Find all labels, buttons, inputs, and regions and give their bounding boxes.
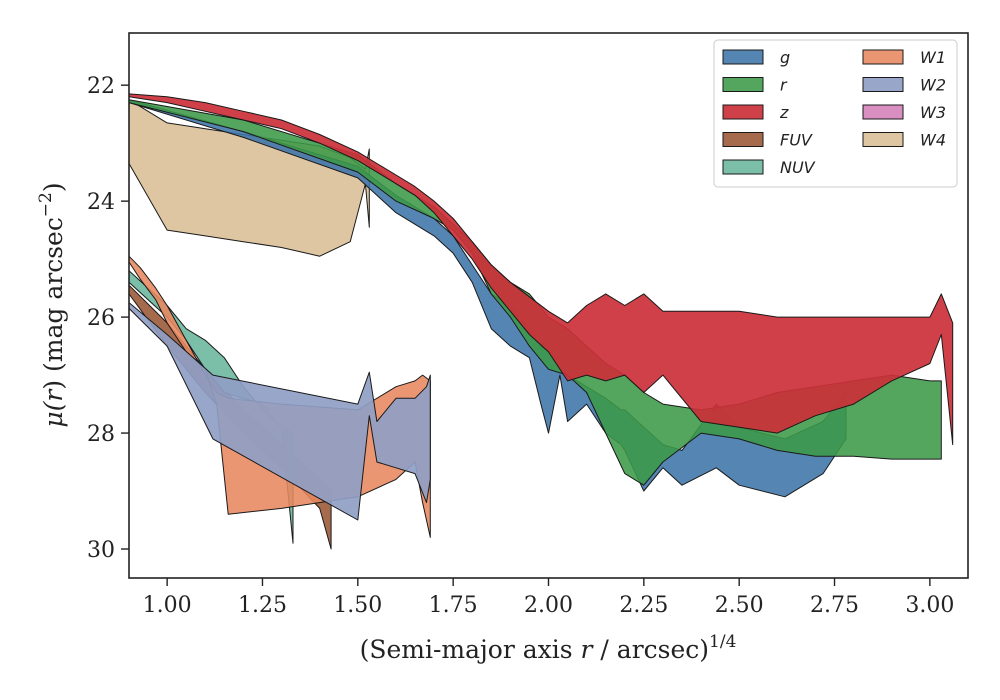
x-tick-label: 1.75 [429, 593, 478, 618]
x-tick-label: 2.25 [619, 593, 668, 618]
legend-label-nuv: NUV [780, 158, 816, 177]
legend-swatch-r [722, 77, 764, 92]
band-w2 [129, 302, 431, 521]
band-z [129, 93, 954, 446]
x-tick-label: 2.75 [810, 593, 859, 618]
legend-label-w3: W3 [920, 103, 946, 122]
legend-box [713, 39, 958, 188]
legend-swatch-g [722, 49, 764, 65]
legend-label-fuv: FUV [780, 131, 813, 150]
x-tick-label: 1.25 [238, 593, 287, 618]
legend-label-w4: W4 [920, 131, 946, 150]
x-tick-label: 3.00 [905, 593, 954, 618]
x-tick-label: 2.00 [524, 593, 573, 618]
y-tick-label: 28 [87, 422, 115, 447]
legend-swatch-w2 [862, 77, 904, 92]
legend-label-w2: W2 [920, 76, 946, 95]
legend-swatch-w1 [862, 49, 904, 65]
x-axis-ticks: 1.00 1.25 1.50 1.75 2.00 2.25 2.50 2.75 3.00 [143, 578, 954, 618]
legend: grz FUV NUV W1 W2 W3 W4 [713, 39, 958, 188]
legend-label-r: r [780, 76, 788, 95]
band-r [129, 99, 942, 486]
legend-swatch-fuv [722, 132, 764, 147]
legend-swatch-z [722, 104, 764, 120]
legend-label-w1: W1 [920, 48, 946, 67]
legend-swatch-w4 [862, 132, 904, 147]
y-axis-ticks: 22 24 26 28 30 [87, 74, 129, 563]
y-tick-label: 30 [87, 538, 115, 563]
y-tick-label: 26 [87, 306, 115, 331]
x-tick-label: 1.50 [333, 593, 382, 618]
y-tick-label: 24 [87, 190, 115, 215]
y-tick-label: 22 [87, 74, 115, 99]
x-axis-label: (Semi-major axis r / arcsec)1/4 [360, 632, 737, 664]
profile-bands [129, 93, 954, 550]
legend-swatch-nuv [722, 159, 764, 175]
legend-swatch-w3 [862, 104, 904, 120]
legend-label-g: g [780, 48, 790, 67]
x-tick-label: 2.50 [715, 593, 764, 618]
legend-label-z: z [779, 103, 789, 122]
y-axis-label: μ(r) (mag arcsec−2) [36, 182, 68, 427]
x-tick-label: 1.00 [143, 593, 192, 618]
